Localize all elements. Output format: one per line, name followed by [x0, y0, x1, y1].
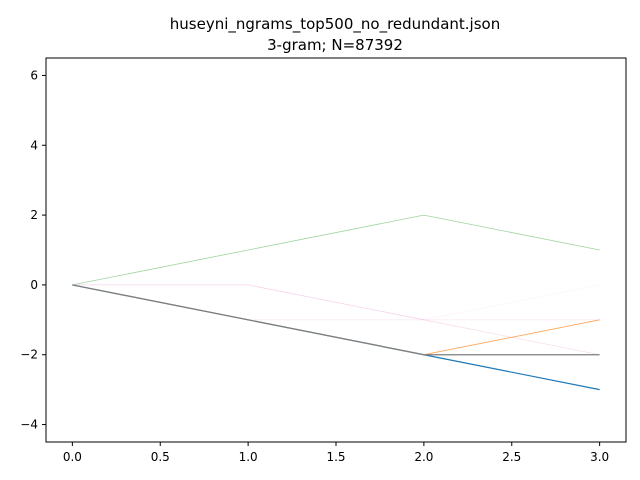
series-line-7 [72, 284, 600, 356]
series-line-4 [72, 284, 600, 356]
y-tick-label: 4 [30, 138, 38, 152]
x-tick-label: 1.5 [326, 450, 345, 464]
chart-title: huseyni_ngrams_top500_no_redundant.json [170, 15, 500, 34]
x-tick-label: 2.5 [502, 450, 521, 464]
y-tick-label: 6 [30, 68, 38, 82]
series-line-6 [72, 284, 600, 321]
y-tick-label: −4 [20, 418, 38, 432]
y-tick-label: −2 [20, 348, 38, 362]
series-layer [72, 214, 600, 391]
plot-frame [45, 57, 627, 443]
y-tick-label: 2 [30, 208, 38, 222]
x-tick-label: 3.0 [590, 450, 609, 464]
x-tick-label: 1.0 [239, 450, 258, 464]
x-tick-label: 0.5 [151, 450, 170, 464]
x-tick-label: 2.0 [414, 450, 433, 464]
y-tick-label: 0 [30, 278, 38, 292]
ticks-layer: 0.0 0.5 1.0 1.5 2.0 2.5 3.0 −4 −2 0 2 4 6 [20, 68, 609, 464]
chart-subtitle: 3-gram; N=87392 [267, 36, 403, 54]
x-tick-label: 0.0 [63, 450, 82, 464]
series-line-3 [72, 214, 600, 286]
